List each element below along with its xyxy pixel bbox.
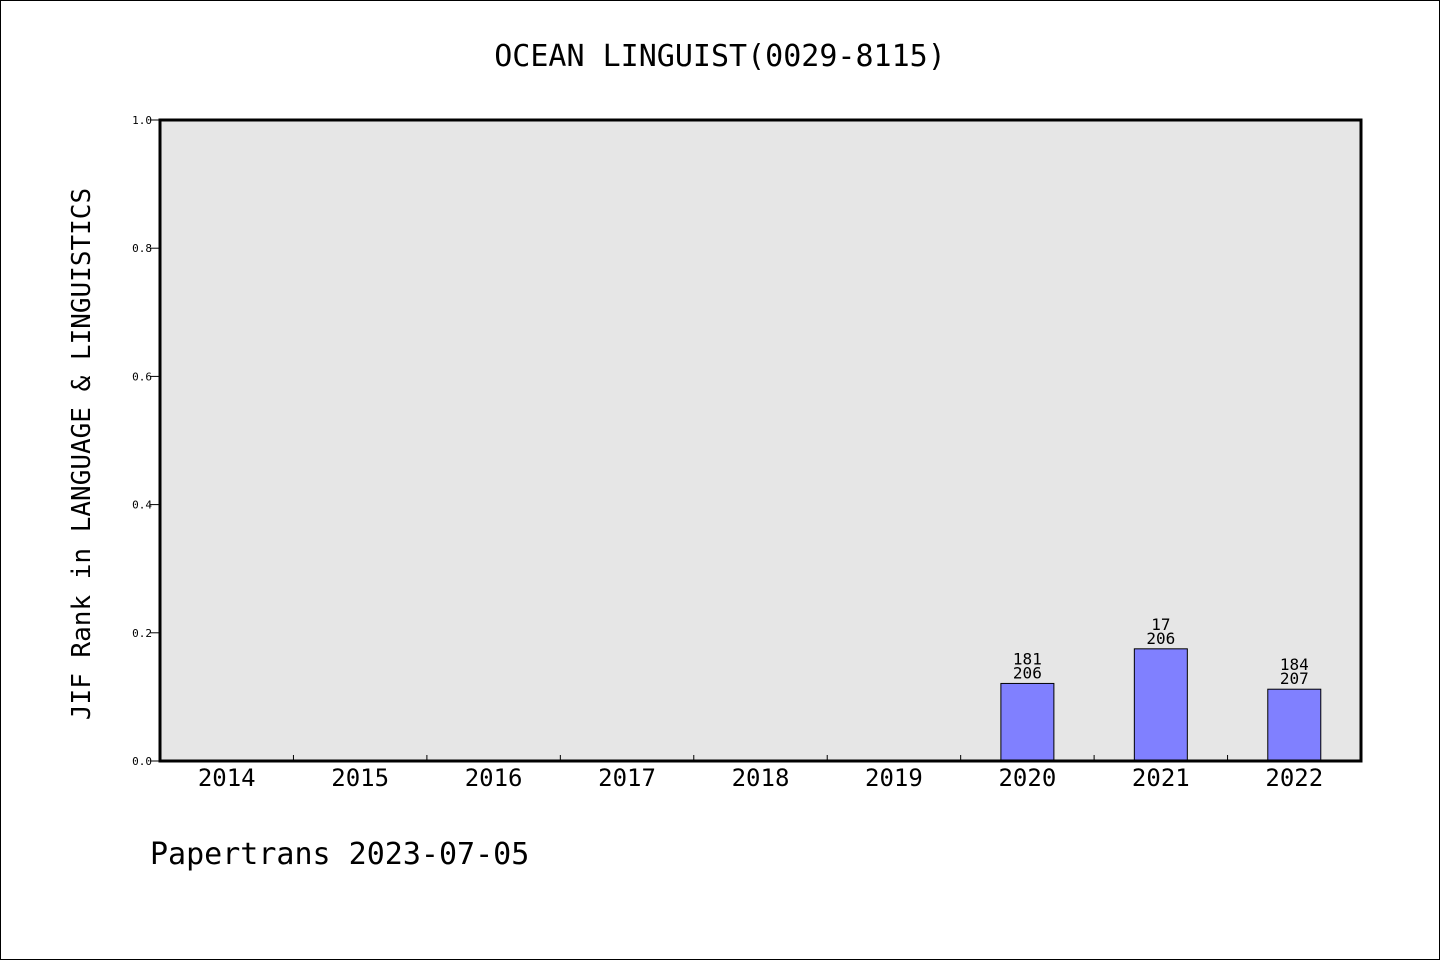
x-tick-label: 2018: [732, 764, 790, 792]
y-tick-label: 1.0: [132, 114, 152, 127]
bar-total-label: 207: [1280, 669, 1309, 688]
y-tick-label: 0.4: [132, 499, 152, 512]
bar: [1133, 648, 1188, 762]
x-tick-label: 2015: [331, 764, 389, 792]
x-tick-label: 2019: [865, 764, 923, 792]
footer-text: Papertrans 2023-07-05: [150, 837, 529, 872]
x-tick-label: 2022: [1265, 764, 1323, 792]
x-tick-label: 2014: [198, 764, 256, 792]
y-tick-label: 0.0: [132, 755, 152, 768]
bar-rank-label: 184: [1280, 655, 1309, 674]
chart-title: OCEAN LINGUIST(0029-8115): [494, 39, 946, 74]
bar-rank-label: 17: [1151, 615, 1170, 634]
x-tick-label: 2016: [465, 764, 523, 792]
x-tick-label: 2017: [598, 764, 656, 792]
bars: [1000, 648, 1322, 762]
y-tick-label: 0.6: [132, 370, 152, 383]
bar-total-label: 206: [1013, 663, 1042, 682]
bar-total-label: 206: [1146, 629, 1175, 648]
bar-rank-label: 181: [1013, 649, 1042, 668]
bar: [1000, 682, 1055, 762]
y-axis-label: JIF Rank in LANGUAGE & LINGUISTICS: [67, 188, 97, 720]
axis-ticks: 0.0 0.2 0.4 0.6 0.8 1.0 2014 2015 2016 2017 2018 20…: [132, 114, 1323, 792]
y-tick-label: 0.8: [132, 242, 152, 255]
bar: [1267, 688, 1322, 762]
x-tick-label: 2020: [998, 764, 1056, 792]
plot-border: [158, 118, 1363, 763]
x-tick-label: 2021: [1132, 764, 1190, 792]
y-tick-label: 0.2: [132, 627, 152, 640]
